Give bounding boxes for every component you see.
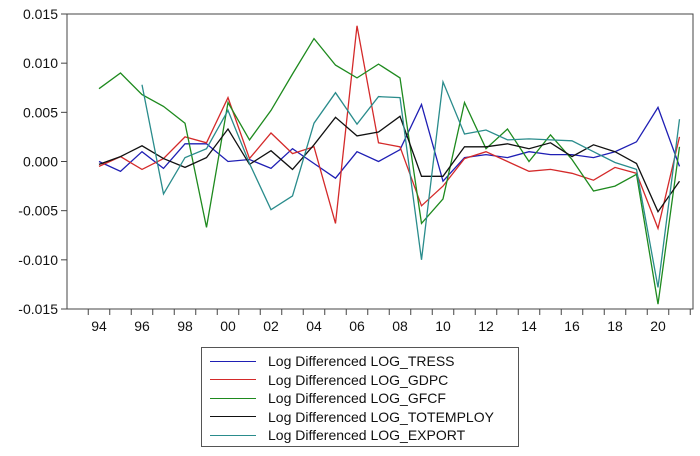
- legend-swatch: [210, 397, 256, 399]
- legend-item: Log Differenced LOG_EXPORT: [210, 426, 518, 445]
- legend-item: Log Differenced LOG_TOTEMPLOY: [210, 408, 518, 427]
- plot-frame: [66, 13, 694, 310]
- series-line-tress: [98, 102, 681, 183]
- x-tick-label: 00: [220, 318, 236, 334]
- x-tick-label: 08: [392, 318, 408, 334]
- x-tick-label: 18: [607, 318, 623, 334]
- x-tick-label: 96: [134, 318, 150, 334]
- legend-swatch: [210, 434, 256, 436]
- x-tick-label: 12: [478, 318, 494, 334]
- y-tick-label: 0.000: [23, 154, 58, 170]
- legend: Log Differenced LOG_TRESS Log Differenced…: [201, 347, 519, 447]
- legend-item: Log Differenced LOG_GDPC: [210, 371, 518, 390]
- line-chart: 0.015 0.010 0.005 0.000 -0.005 -0.010 -0.015 94…: [18, 6, 694, 334]
- x-tick-label: 16: [564, 318, 580, 334]
- y-tick-label: -0.015: [18, 301, 58, 317]
- y-tick-label: 0.005: [23, 104, 58, 120]
- x-tick-label: 10: [435, 318, 451, 334]
- legend-swatch: [210, 360, 256, 362]
- legend-item: Log Differenced LOG_GFCF: [210, 389, 518, 408]
- legend-label: Log Differenced LOG_GDPC: [268, 371, 449, 388]
- series-line-gdpc: [98, 25, 681, 231]
- legend-item: Log Differenced LOG_TRESS: [210, 352, 518, 371]
- x-tick-label: 06: [349, 318, 365, 334]
- x-tick-label: 98: [177, 318, 193, 334]
- series-line-export: [141, 79, 681, 288]
- series-line-gfcf: [98, 37, 681, 305]
- y-tick-label: -0.005: [18, 203, 58, 219]
- x-tick-label: 14: [521, 318, 537, 334]
- legend-label: Log Differenced LOG_GFCF: [268, 390, 446, 407]
- y-tick-label: 0.015: [23, 6, 58, 22]
- x-tick-label: 02: [263, 318, 279, 334]
- legend-swatch: [210, 416, 256, 418]
- x-tick-label: 20: [650, 318, 666, 334]
- legend-label: Log Differenced LOG_TOTEMPLOY: [268, 408, 494, 425]
- legend-swatch: [210, 379, 256, 381]
- x-tick-label: 04: [306, 318, 322, 334]
- legend-label: Log Differenced LOG_EXPORT: [268, 427, 466, 444]
- legend-label: Log Differenced LOG_TRESS: [268, 353, 455, 370]
- x-tick-label: 94: [91, 318, 107, 334]
- y-tick-label: -0.010: [18, 252, 58, 268]
- series-line-totemploy: [98, 115, 681, 214]
- y-tick-label: 0.010: [23, 55, 58, 71]
